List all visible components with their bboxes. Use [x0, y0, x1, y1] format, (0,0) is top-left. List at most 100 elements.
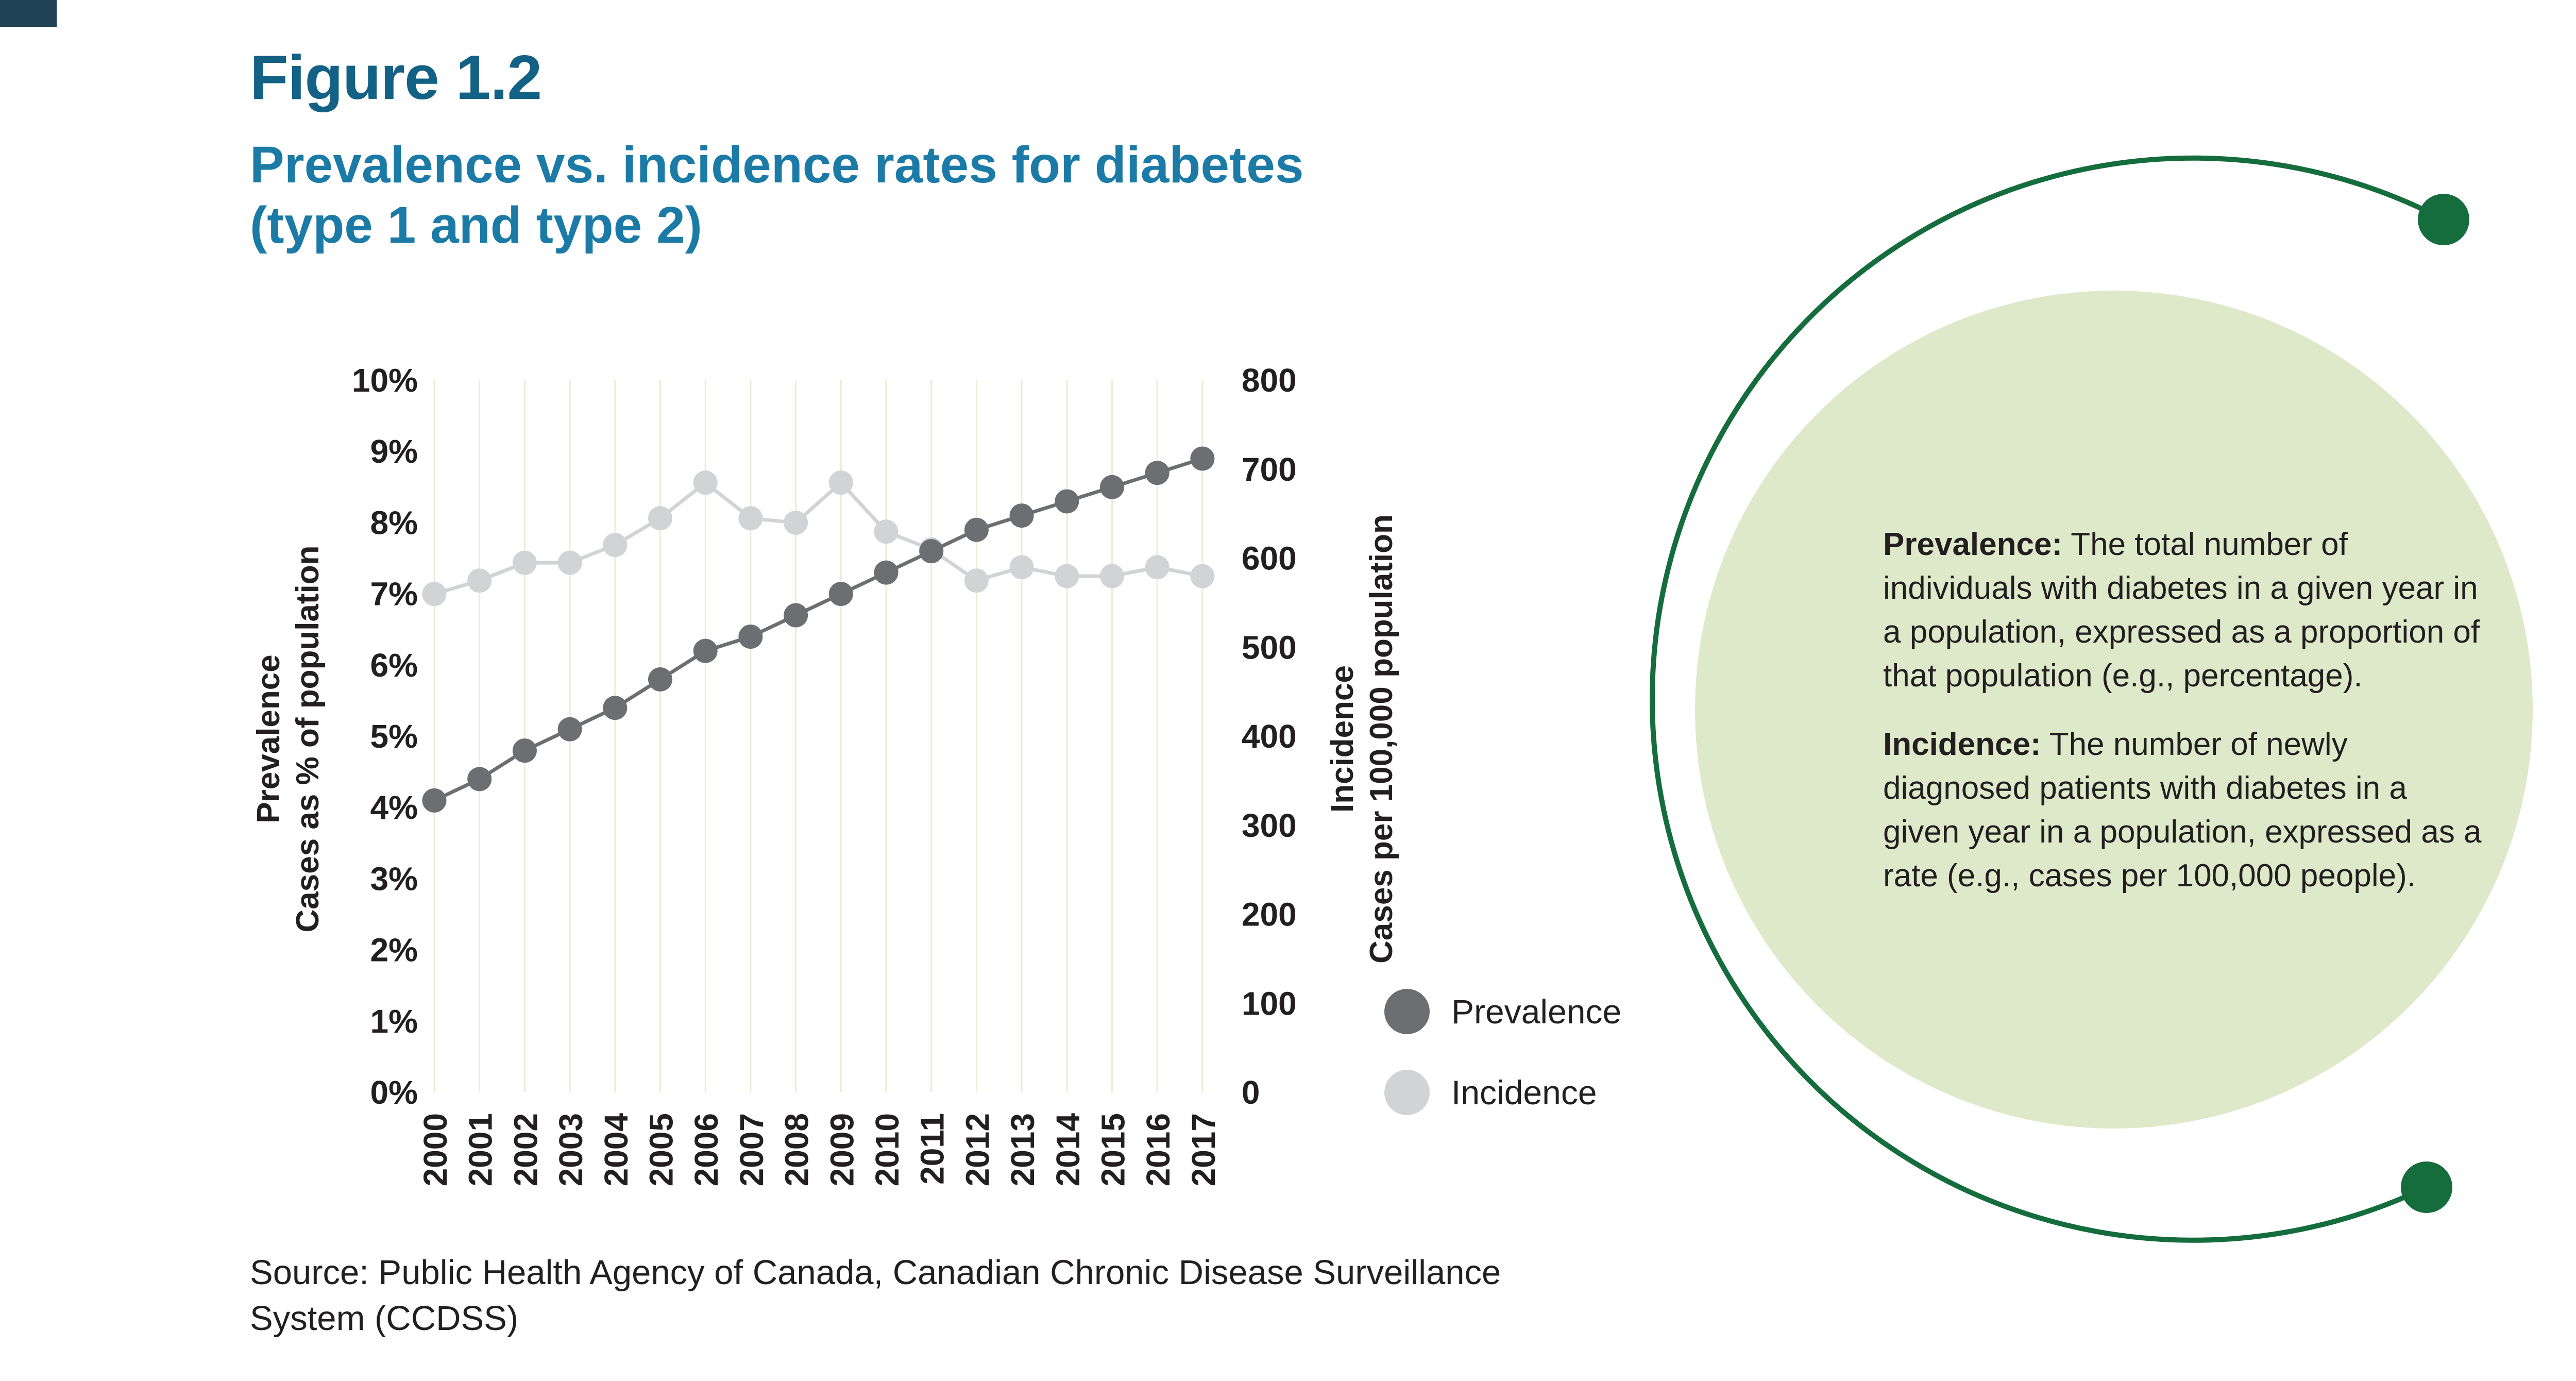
right-axis-tick: 0 [1242, 1074, 1260, 1111]
x-axis-year-label: 2005 [643, 1113, 680, 1186]
prevalence-point [648, 667, 672, 692]
x-axis-year-label: 2004 [598, 1113, 635, 1187]
left-axis-tick: 4% [370, 789, 418, 826]
x-axis-year-label: 2016 [1140, 1113, 1177, 1186]
incidence-point [1190, 564, 1215, 588]
incidence-point [1145, 555, 1170, 580]
source-line1: Source: Public Health Agency of Canada, … [250, 1253, 1501, 1292]
legend-item-prevalence: Prevalence [1384, 989, 1621, 1034]
left-axis-tick: 1% [370, 1003, 418, 1040]
prevalence-term: Prevalence: [1883, 527, 2063, 562]
incidence-point [467, 568, 492, 593]
chart-plot: 10% 9% 8% 7% 6% 5% 4% 3% 2% 1% 0% 800 700 600 500 400 30… [352, 362, 1297, 1187]
decorative-arc [1650, 155, 2445, 1243]
incidence-definition: Incidence: The number of newly diagnosed… [1883, 723, 2486, 898]
x-axis-year-label: 2007 [733, 1113, 770, 1186]
incidence-point [1009, 555, 1034, 580]
x-axis-year-label: 2015 [1095, 1113, 1132, 1186]
x-axis-year-label: 2013 [1004, 1113, 1041, 1186]
x-axis-year-label: 2001 [462, 1113, 499, 1186]
prevalence-point [1190, 446, 1215, 471]
prevalence-point [422, 788, 447, 813]
definitions-block: Prevalence: The total number of individu… [1883, 523, 2486, 923]
prevalence-definition: Prevalence: The total number of individu… [1883, 523, 2486, 698]
prevalence-line [433, 457, 1203, 802]
incidence-definition-text: The number of newly diagnosed patients w… [1883, 726, 2482, 894]
prevalence-point [738, 625, 763, 649]
incidence-line [434, 480, 1203, 596]
incidence-point [964, 568, 989, 593]
right-axis-tick: 500 [1242, 629, 1297, 666]
right-axis-tick: 200 [1242, 896, 1297, 933]
right-axis-tick: 800 [1242, 362, 1297, 399]
prevalence-definition-text: The total number of individuals with dia… [1883, 527, 2480, 694]
prevalence-point [919, 539, 944, 564]
prevalence-point [467, 767, 492, 791]
x-axis-year-label: 2010 [869, 1113, 906, 1186]
x-axis-year-label: 2009 [823, 1113, 860, 1186]
incidence-term: Incidence: [1883, 726, 2041, 762]
prevalence-point [693, 638, 718, 663]
incidence-swatch-icon [1384, 1070, 1430, 1115]
prevalence-point [874, 560, 899, 585]
decorative-dot-top [2418, 194, 2469, 245]
x-axis-year-label: 2002 [507, 1113, 544, 1186]
prevalence-point [964, 517, 989, 542]
left-axis-tick: 5% [370, 718, 418, 755]
chart-legend: Prevalence Incidence [1384, 989, 1621, 1115]
incidence-point [512, 550, 537, 575]
source-line2: System (CCDSS) [250, 1299, 519, 1338]
incidence-point [422, 582, 447, 607]
x-axis-year-label: 2014 [1049, 1113, 1087, 1187]
figure-label: Figure 1.2 [250, 42, 542, 112]
x-axis-year-label: 2008 [778, 1113, 816, 1186]
left-axis-tick: 10% [352, 362, 418, 399]
left-axis-tick: 0% [370, 1074, 418, 1111]
prevalence-point [1100, 475, 1124, 499]
x-axis-year-label: 2000 [417, 1113, 454, 1186]
prevalence-point [1009, 503, 1034, 528]
x-axis-year-label: 2012 [959, 1113, 996, 1186]
right-axis-tick: 300 [1242, 807, 1297, 844]
incidence-point [603, 533, 628, 558]
right-axis-tick: 700 [1242, 451, 1297, 488]
legend-label-incidence: Incidence [1451, 1073, 1597, 1111]
decorative-dot-bottom [2401, 1161, 2452, 1213]
incidence-point [738, 506, 763, 531]
left-axis-tick: 2% [370, 932, 418, 969]
prevalence-point [1145, 461, 1170, 485]
incidence-point [1100, 564, 1124, 588]
right-axis-tick: 600 [1242, 540, 1297, 577]
left-axis-tick: 8% [370, 504, 418, 541]
incidence-point [648, 506, 672, 531]
left-axis-tick: 3% [370, 860, 418, 897]
legend-item-incidence: Incidence [1384, 1070, 1621, 1115]
x-axis-year-label: 2011 [914, 1113, 951, 1185]
prevalence-swatch-icon [1384, 989, 1430, 1034]
prevalence-point [512, 738, 537, 763]
prevalence-point [1055, 489, 1079, 514]
figure-title: Prevalence vs. incidence rates for diabe… [250, 135, 1303, 256]
incidence-point [828, 470, 853, 495]
right-axis-tick: 400 [1242, 718, 1297, 755]
legend-label-prevalence: Prevalence [1451, 992, 1622, 1031]
x-axis-year-label: 2017 [1185, 1113, 1222, 1186]
incidence-point [1055, 564, 1079, 588]
prevalence-point [784, 603, 808, 628]
figure-title-line2: (type 1 and type 2) [250, 196, 702, 254]
left-axis-tick: 6% [370, 647, 418, 684]
prevalence-point [603, 696, 628, 720]
source-note: Source: Public Health Agency of Canada, … [250, 1250, 1501, 1341]
x-axis-year-label: 2006 [688, 1113, 725, 1186]
incidence-point [784, 510, 808, 535]
incidence-point [557, 550, 582, 575]
page-corner-mark [0, 0, 57, 27]
left-axis-tick: 9% [370, 433, 418, 470]
left-axis-tick: 7% [370, 576, 418, 613]
figure-title-line1: Prevalence vs. incidence rates for diabe… [250, 136, 1304, 194]
x-axis-year-label: 2003 [552, 1113, 589, 1186]
right-axis-tick: 100 [1242, 985, 1297, 1022]
definition-circle-background [1695, 291, 2533, 1129]
